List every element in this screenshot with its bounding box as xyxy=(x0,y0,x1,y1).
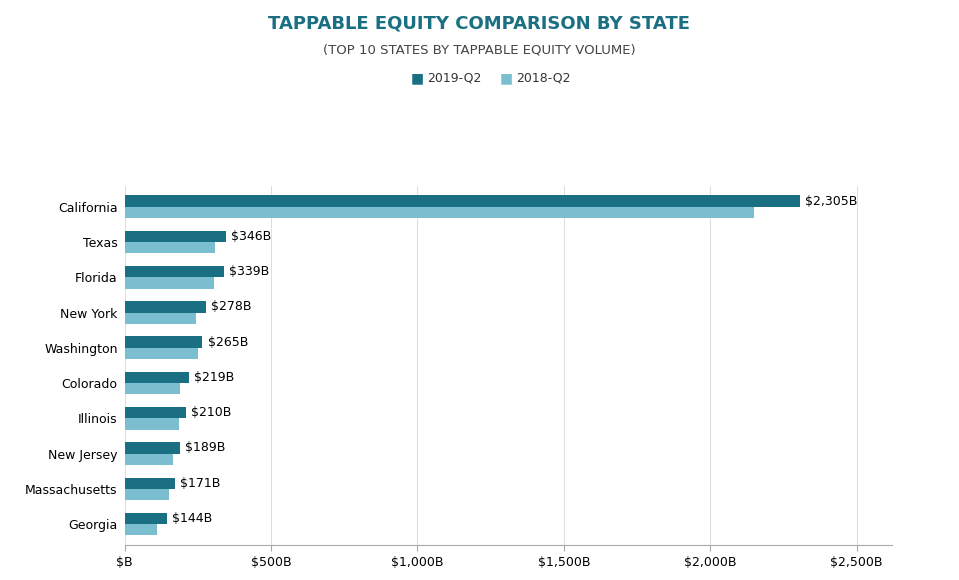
Text: $171B: $171B xyxy=(180,477,221,490)
Text: $265B: $265B xyxy=(207,336,248,349)
Text: 2018-Q2: 2018-Q2 xyxy=(516,72,571,85)
Text: $219B: $219B xyxy=(194,371,234,384)
Text: $210B: $210B xyxy=(192,406,232,419)
Text: $278B: $278B xyxy=(211,300,252,313)
Bar xyxy=(125,336,202,348)
Bar xyxy=(125,301,206,313)
Bar xyxy=(125,206,754,218)
Text: 2019-Q2: 2019-Q2 xyxy=(427,72,481,85)
Bar xyxy=(125,277,214,288)
Text: TAPPABLE EQUITY COMPARISON BY STATE: TAPPABLE EQUITY COMPARISON BY STATE xyxy=(269,14,690,32)
Bar xyxy=(125,242,216,253)
Text: $2,305B: $2,305B xyxy=(805,195,857,208)
Text: $346B: $346B xyxy=(231,230,271,243)
Text: $339B: $339B xyxy=(229,265,269,278)
Bar xyxy=(125,524,157,535)
Text: $144B: $144B xyxy=(172,512,212,525)
Bar xyxy=(125,266,224,277)
Bar xyxy=(125,195,800,206)
Bar xyxy=(125,443,180,454)
Bar xyxy=(125,348,198,359)
Text: ■: ■ xyxy=(410,71,424,85)
Bar xyxy=(125,513,167,524)
Bar xyxy=(125,418,178,430)
Bar xyxy=(125,313,197,324)
Bar xyxy=(125,383,180,394)
Bar xyxy=(125,489,169,500)
Text: $189B: $189B xyxy=(185,441,225,454)
Bar xyxy=(125,477,175,489)
Text: ■: ■ xyxy=(500,71,513,85)
Bar xyxy=(125,454,173,465)
Text: (TOP 10 STATES BY TAPPABLE EQUITY VOLUME): (TOP 10 STATES BY TAPPABLE EQUITY VOLUME… xyxy=(323,44,636,56)
Bar xyxy=(125,372,189,383)
Bar xyxy=(125,231,226,242)
Bar xyxy=(125,407,186,418)
